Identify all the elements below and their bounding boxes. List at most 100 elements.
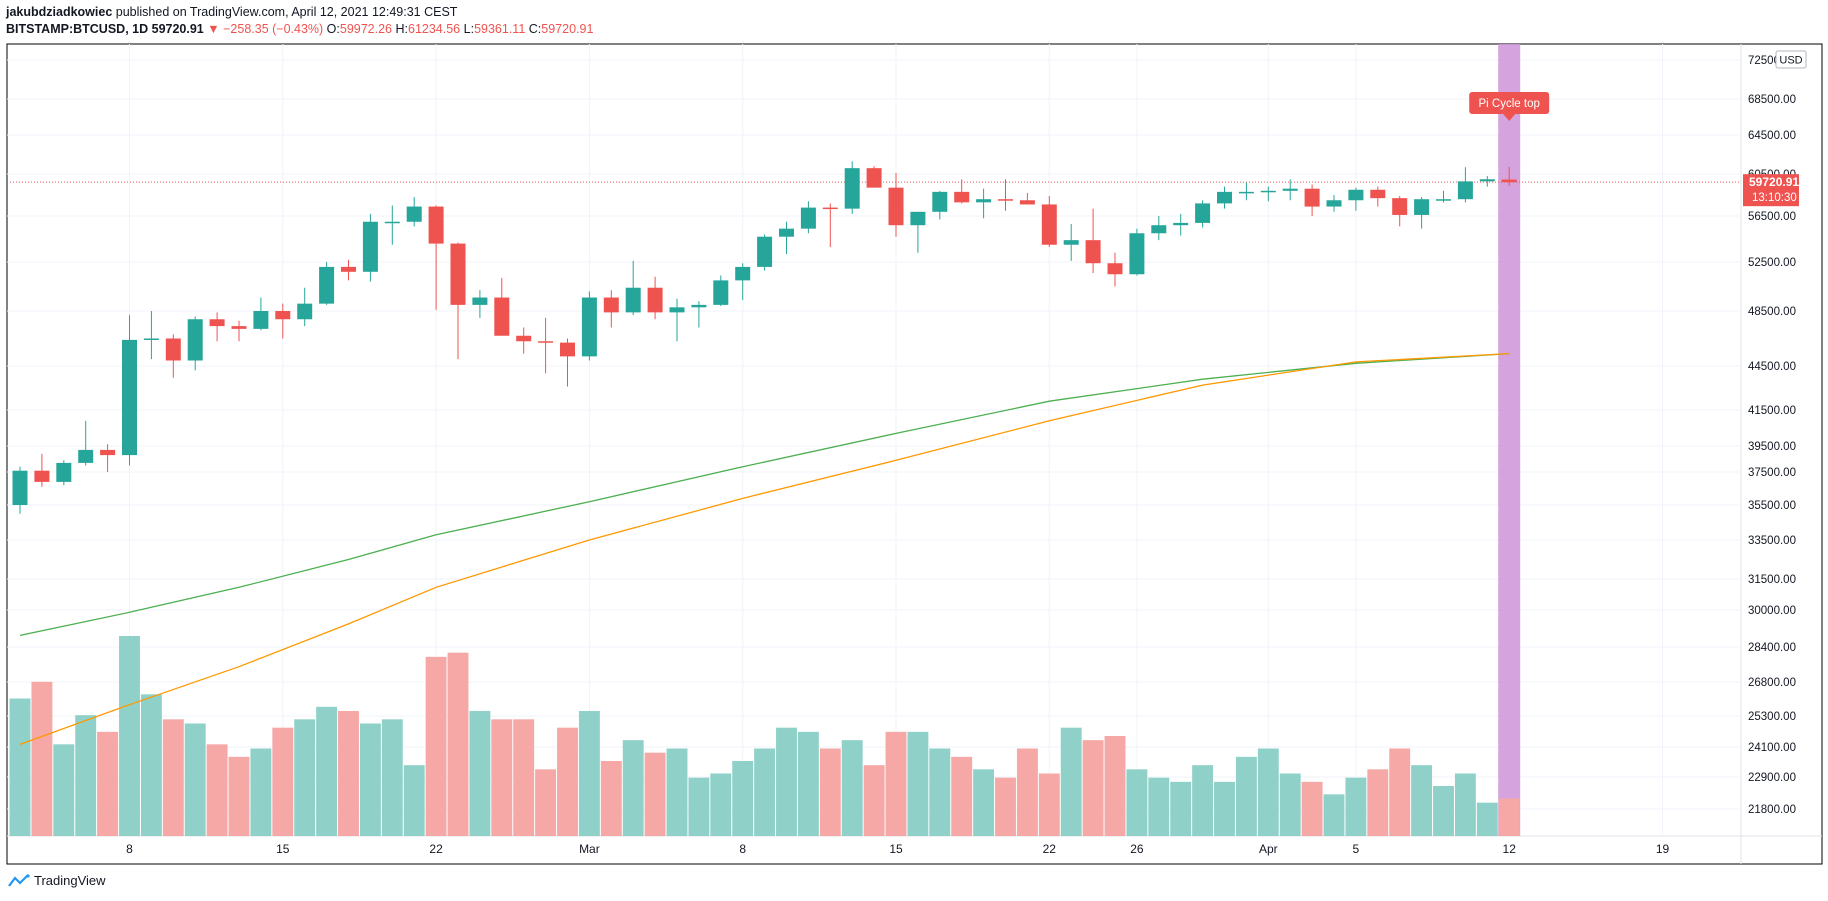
- currency-label: USD: [1779, 55, 1802, 67]
- moving-average-fast: [19, 352, 1510, 746]
- volume-bar: [1323, 794, 1345, 836]
- y-grid: [7, 44, 1741, 836]
- candle-body: [822, 207, 838, 210]
- volume-bar: [776, 727, 797, 836]
- candle-body: [1019, 200, 1035, 205]
- volume-bar: [119, 636, 140, 836]
- price-change: −258.35 (−0.43%): [223, 22, 324, 36]
- x-tick-label: 19: [1656, 842, 1670, 856]
- candle-body: [1479, 179, 1495, 182]
- volume-bar: [841, 740, 863, 836]
- volume-bar: [1411, 765, 1433, 836]
- volume-bar: [162, 719, 184, 836]
- volume-bar: [754, 748, 776, 836]
- volume-bar: [1301, 781, 1323, 836]
- volume-bar: [644, 752, 666, 836]
- candle-body: [932, 191, 948, 212]
- candle-body: [1457, 181, 1473, 200]
- candle-body: [1151, 225, 1167, 234]
- y-tick-label: 21800.00: [1748, 804, 1796, 816]
- x-tick-label: 26: [1130, 842, 1144, 856]
- y-tick-label: 31500.00: [1748, 574, 1796, 586]
- volume-bar: [31, 681, 53, 836]
- candle-body: [209, 319, 225, 327]
- author-name[interactable]: jakubdziadkowiec: [6, 5, 113, 19]
- y-tick-label: 35500.00: [1748, 500, 1796, 512]
- candle-body: [1370, 189, 1386, 199]
- high-value: 61234.56: [408, 22, 461, 36]
- x-tick-label: 8: [739, 842, 746, 856]
- x-tick-label: Mar: [579, 842, 600, 856]
- candle-body: [450, 243, 466, 305]
- candle-body: [713, 280, 729, 305]
- candle-body: [122, 339, 137, 456]
- countdown-value: 13:10:30: [1752, 192, 1797, 204]
- volume-bar: [907, 731, 929, 836]
- y-tick-label: 56500.00: [1748, 211, 1796, 223]
- candle-body: [998, 199, 1013, 201]
- candle-body: [560, 342, 575, 357]
- candle-body: [231, 326, 247, 329]
- last-price-tag-value: 59720.91: [1749, 175, 1799, 189]
- candles: [12, 161, 1517, 514]
- pi-cycle-annotation: Pi Cycle top: [1469, 92, 1550, 121]
- y-tick-label: 37500.00: [1748, 467, 1796, 479]
- candle-body: [538, 341, 554, 343]
- volume-bar: [513, 719, 535, 836]
- volume-bar: [1148, 777, 1170, 836]
- y-tick-labels: 72500.0068500.0064500.0060500.0056500.00…: [1748, 55, 1796, 816]
- footer-brand[interactable]: TradingView: [8, 873, 106, 888]
- candle-body: [406, 206, 422, 222]
- volume-bar: [1235, 756, 1257, 836]
- volume-bar: [1126, 769, 1148, 836]
- volume-bar: [666, 748, 688, 836]
- volume-bar: [1170, 781, 1192, 836]
- y-tick-label: 24100.00: [1748, 742, 1796, 754]
- candle-body: [757, 236, 773, 267]
- candle-body: [297, 303, 313, 320]
- volume-bar: [359, 723, 381, 836]
- volume-bar: [1389, 748, 1411, 836]
- x-tick-label: 15: [889, 842, 903, 856]
- highlight-column: [1498, 44, 1521, 836]
- volume-bar: [294, 719, 316, 836]
- candle-body: [275, 311, 291, 320]
- y-tick-label: 52500.00: [1748, 257, 1796, 269]
- candle-body: [253, 311, 269, 329]
- volume-bar: [1454, 773, 1476, 836]
- candle-body: [1414, 199, 1430, 215]
- candle-body: [428, 206, 444, 244]
- last-price-tag: [1743, 174, 1799, 207]
- volume-bar: [425, 656, 447, 836]
- y-tick-label: 68500.00: [1748, 94, 1796, 106]
- candle-body: [1107, 263, 1123, 275]
- volume-bar: [622, 740, 644, 836]
- y-tick-label: 30000.00: [1748, 605, 1796, 617]
- candle-body: [1085, 240, 1101, 264]
- volume-bar: [732, 761, 754, 836]
- tradingview-logo-icon: [8, 873, 30, 887]
- x-tick-label: 22: [429, 842, 443, 856]
- candle-body: [362, 221, 378, 272]
- volume-bar: [973, 769, 995, 836]
- volume-bar: [1060, 727, 1082, 836]
- candle-body: [691, 304, 707, 308]
- volume-bar: [403, 765, 425, 836]
- volume-bar: [381, 719, 403, 836]
- candle-body: [1304, 188, 1320, 207]
- currency-box: [1775, 50, 1807, 69]
- candle-body: [1392, 198, 1408, 215]
- volume-bar: [491, 719, 513, 836]
- candle-body: [603, 297, 619, 313]
- volume-bar: [929, 748, 951, 836]
- volume-bar: [1104, 736, 1126, 836]
- candle-body: [1063, 240, 1079, 245]
- volume-bar: [951, 756, 973, 836]
- annotation-box: [1469, 92, 1550, 114]
- annotation-pointer: [1503, 114, 1516, 121]
- volume-bar: [863, 765, 885, 836]
- y-tick-label: 64500.00: [1748, 130, 1796, 142]
- x-tick-label: 22: [1043, 842, 1057, 856]
- x-tick-label: 5: [1353, 842, 1360, 856]
